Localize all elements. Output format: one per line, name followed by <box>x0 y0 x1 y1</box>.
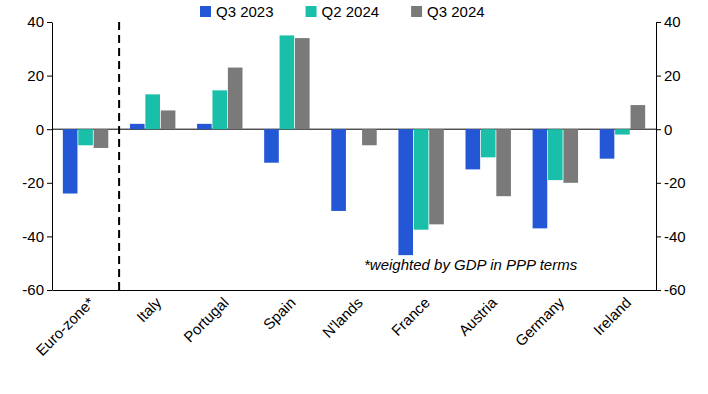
bar <box>78 129 93 145</box>
y2-tick-label: -20 <box>664 174 686 191</box>
legend: Q3 2023 Q2 2024 Q3 2024 <box>200 3 485 20</box>
x-tick: Portugal <box>180 290 232 345</box>
bar <box>331 129 346 211</box>
y2-tick-mark <box>656 183 661 184</box>
y-tick: -60 <box>22 281 52 298</box>
y-tick: -20 <box>22 174 52 191</box>
y-tick-label: -60 <box>22 281 44 298</box>
y-tick-mark <box>47 236 52 237</box>
bar <box>631 105 646 129</box>
y-tick: 40 <box>27 13 52 30</box>
y-tick-mark <box>47 290 52 291</box>
bar <box>145 94 160 129</box>
y2-tick-mark <box>656 22 661 23</box>
bar <box>197 124 212 129</box>
bar <box>280 35 295 129</box>
x-tick-label: Euro-zone* <box>32 294 97 359</box>
bar <box>212 90 227 129</box>
bar <box>63 129 78 193</box>
x-tick: Austria <box>455 290 500 339</box>
y-tick: -40 <box>22 228 52 245</box>
x-tick: Euro-zone* <box>32 290 97 359</box>
y-axis-line <box>52 23 53 291</box>
bar <box>496 129 511 196</box>
bar <box>130 124 145 129</box>
y2-tick: 0 <box>656 121 672 138</box>
legend-swatch <box>200 6 211 17</box>
bar <box>481 129 496 157</box>
bar <box>295 38 310 129</box>
y2-tick-label: -40 <box>664 228 686 245</box>
legend-label: Q3 2024 <box>427 3 485 20</box>
bar <box>398 129 413 255</box>
x-axis-line <box>53 290 657 291</box>
x-tick-label: Italy <box>133 293 165 325</box>
y2-tick-label: 20 <box>664 67 681 84</box>
bar <box>161 110 176 129</box>
bar <box>429 129 444 224</box>
y2-tick-mark <box>656 290 661 291</box>
legend-swatch <box>411 6 422 17</box>
bar <box>466 129 481 169</box>
chart: -60 -40 -20 0 20 40 -60 -40 -20 0 20 40 Euro-zone* It… <box>0 0 708 394</box>
bar <box>563 129 578 183</box>
legend-swatch <box>306 6 317 17</box>
bar <box>362 129 377 145</box>
bar <box>600 129 615 158</box>
y-tick-label: -40 <box>22 228 44 245</box>
y-tick-label: 0 <box>36 121 44 138</box>
x-tick: Ireland <box>590 290 634 338</box>
x-tick-label: France <box>388 294 433 339</box>
y-axis: -60 -40 -20 0 20 40 <box>22 13 52 298</box>
y2-tick: 40 <box>656 13 681 30</box>
x-tick-label: Austria <box>455 293 500 338</box>
x-tick-label: Spain <box>260 294 299 333</box>
bars <box>63 35 645 255</box>
y2-tick-label: 40 <box>664 13 681 30</box>
x-tick: Spain <box>260 290 299 333</box>
x-tick-label: N'lands <box>319 294 366 341</box>
y-tick-mark <box>47 22 52 23</box>
legend-label: Q3 2023 <box>216 3 274 20</box>
annotation: *weighted by GDP in PPP terms <box>364 256 578 273</box>
y-tick: 0 <box>36 121 52 138</box>
y-tick-mark <box>47 76 52 77</box>
x-axis: Euro-zone* Italy Portugal Spain N'lands Franc… <box>32 290 656 359</box>
y-tick-label: 20 <box>27 67 44 84</box>
separator <box>118 22 120 290</box>
x-tick: Italy <box>133 290 165 325</box>
x-tick-label: Ireland <box>590 294 634 338</box>
bar <box>94 129 109 148</box>
legend-label: Q2 2024 <box>322 3 380 20</box>
y2-tick-label: 0 <box>664 121 672 138</box>
x-tick: Germany <box>512 290 568 349</box>
x-tick: N'lands <box>319 290 366 341</box>
y2-tick: -20 <box>656 174 686 191</box>
y-tick-label: -20 <box>22 174 44 191</box>
y2-tick-mark <box>656 129 661 130</box>
y2-tick-mark <box>656 76 661 77</box>
y-tick-mark <box>47 183 52 184</box>
y-tick: 20 <box>27 67 52 84</box>
bar <box>228 68 243 130</box>
bar <box>533 129 548 228</box>
bar <box>548 129 563 180</box>
y2-tick: -60 <box>656 281 686 298</box>
y2-tick-label: -60 <box>664 281 686 298</box>
y-tick-label: 40 <box>27 13 44 30</box>
bar <box>264 129 279 163</box>
y2-tick: -40 <box>656 228 686 245</box>
y2-axis-line <box>656 23 657 291</box>
y2-tick: 20 <box>656 67 681 84</box>
x-tick: France <box>388 290 433 339</box>
bar <box>615 129 630 134</box>
y-tick-mark <box>47 129 52 130</box>
y2-tick-mark <box>656 236 661 237</box>
bar <box>414 129 429 230</box>
y2-axis: -60 -40 -20 0 20 40 <box>656 13 686 298</box>
x-tick-label: Portugal <box>180 294 232 346</box>
x-tick-label: Germany <box>512 293 568 349</box>
